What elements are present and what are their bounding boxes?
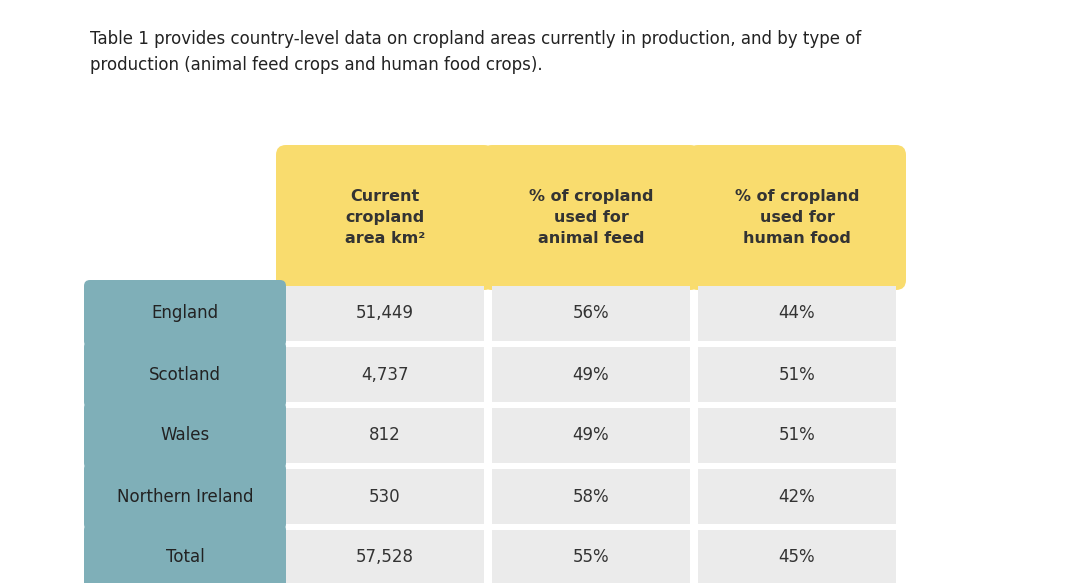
Text: 51,449: 51,449 (356, 304, 414, 322)
Bar (492, 347, 690, 402)
Bar (492, 469, 690, 524)
Text: 51%: 51% (779, 427, 815, 444)
Text: 58%: 58% (572, 487, 609, 505)
Bar (698, 469, 896, 524)
Text: 42%: 42% (779, 487, 815, 505)
Bar (492, 530, 690, 583)
FancyBboxPatch shape (84, 280, 286, 347)
Text: 4,737: 4,737 (361, 366, 408, 384)
Text: 55%: 55% (572, 549, 609, 567)
Text: 56%: 56% (572, 304, 609, 322)
Bar (698, 530, 896, 583)
FancyBboxPatch shape (482, 145, 700, 290)
Text: Table 1 provides country-level data on cropland areas currently in production, a: Table 1 provides country-level data on c… (90, 30, 861, 75)
FancyBboxPatch shape (84, 341, 286, 408)
FancyBboxPatch shape (84, 402, 286, 469)
Text: 57,528: 57,528 (356, 549, 414, 567)
Bar (286, 408, 484, 463)
Text: 812: 812 (369, 427, 401, 444)
Text: Wales: Wales (160, 427, 210, 444)
Text: Total: Total (165, 549, 204, 567)
Bar (698, 347, 896, 402)
Bar (698, 408, 896, 463)
Text: Current
cropland
area km²: Current cropland area km² (345, 189, 426, 246)
Text: 49%: 49% (572, 366, 609, 384)
Bar (286, 347, 484, 402)
Bar (698, 286, 896, 341)
FancyBboxPatch shape (84, 463, 286, 530)
FancyBboxPatch shape (84, 524, 286, 583)
Bar (286, 286, 484, 341)
Text: 44%: 44% (779, 304, 815, 322)
Bar (492, 408, 690, 463)
Text: 49%: 49% (572, 427, 609, 444)
FancyBboxPatch shape (688, 145, 906, 290)
Text: % of cropland
used for
animal feed: % of cropland used for animal feed (529, 189, 653, 246)
Bar (286, 469, 484, 524)
Bar (286, 530, 484, 583)
Text: 51%: 51% (779, 366, 815, 384)
Text: Northern Ireland: Northern Ireland (117, 487, 253, 505)
Text: 530: 530 (369, 487, 401, 505)
Text: England: England (151, 304, 218, 322)
Text: Scotland: Scotland (149, 366, 221, 384)
FancyBboxPatch shape (276, 145, 494, 290)
Bar (492, 286, 690, 341)
Text: 45%: 45% (779, 549, 815, 567)
Text: % of cropland
used for
human food: % of cropland used for human food (734, 189, 860, 246)
